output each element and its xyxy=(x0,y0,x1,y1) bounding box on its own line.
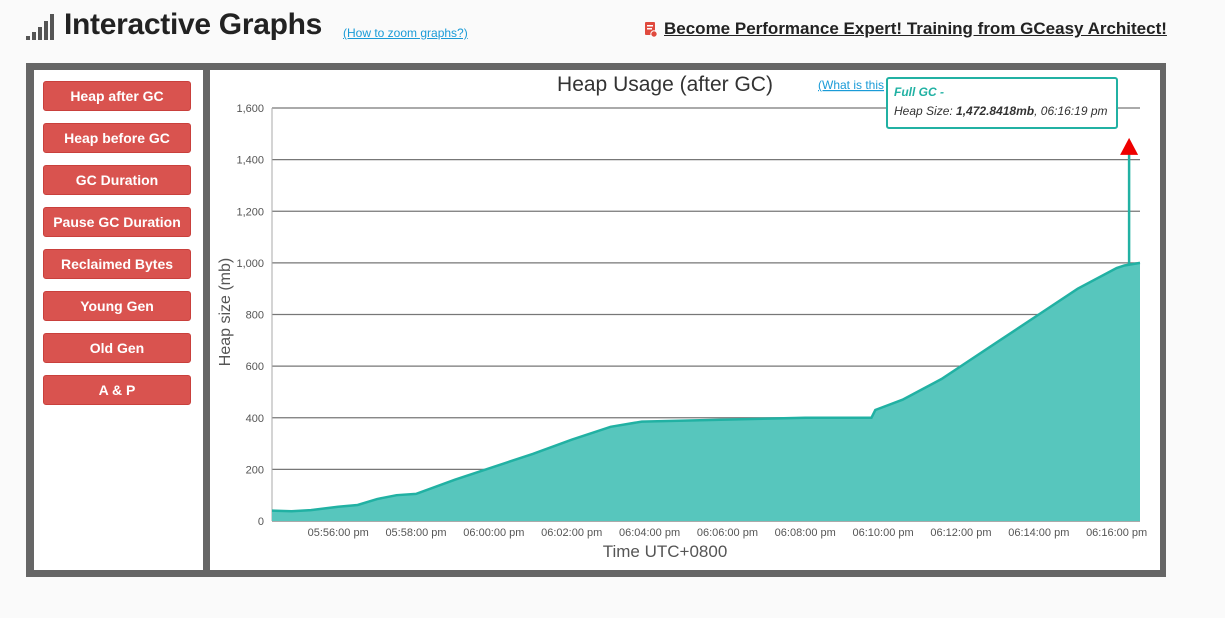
x-tick-label: 05:58:00 pm xyxy=(385,527,446,539)
old-gen-button[interactable]: Old Gen xyxy=(43,333,191,363)
x-axis-label: Time UTC+0800 xyxy=(603,542,728,561)
x-tick-label: 06:02:00 pm xyxy=(541,527,602,539)
young-gen-button[interactable]: Young Gen xyxy=(43,291,191,321)
y-tick-label: 0 xyxy=(258,516,264,528)
signal-bars-icon xyxy=(26,14,54,40)
x-tick-label: 06:14:00 pm xyxy=(1008,527,1069,539)
tooltip-value: 1,472.8418mb xyxy=(956,104,1035,118)
x-tick-label: 06:08:00 pm xyxy=(775,527,836,539)
y-tick-label: 1,600 xyxy=(236,103,264,115)
y-tick-label: 400 xyxy=(246,413,264,425)
reclaimed-bytes-button[interactable]: Reclaimed Bytes xyxy=(43,249,191,279)
y-axis: 0 200 400 600 800 1,000 1,200 1,400 1,600 xyxy=(236,103,264,528)
y-tick-label: 1,200 xyxy=(236,206,264,218)
heap-area xyxy=(272,262,1140,521)
training-promo-text: Become Performance Expert! Training from… xyxy=(664,19,1167,38)
x-tick-label: 06:10:00 pm xyxy=(853,527,914,539)
chart-tooltip: Full GC - Heap Size: 1,472.8418mb, 06:16… xyxy=(886,77,1118,129)
y-tick-label: 600 xyxy=(246,361,264,373)
y-axis-label: Heap size (mb) xyxy=(217,258,234,366)
heap-after-gc-button[interactable]: Heap after GC xyxy=(43,81,191,111)
heap-usage-chart[interactable]: Heap Usage (after GC) (What is this 0 200… xyxy=(210,70,1160,570)
chart-title: Heap Usage (after GC) xyxy=(557,73,773,96)
graph-selector-panel: Heap after GC Heap before GC GC Duration… xyxy=(34,70,203,570)
gc-duration-button[interactable]: GC Duration xyxy=(43,165,191,195)
chart-series xyxy=(271,137,1141,521)
tooltip-time: , 06:16:19 pm xyxy=(1034,104,1108,118)
y-tick-label: 200 xyxy=(246,464,264,476)
y-tick-label: 1,000 xyxy=(236,258,264,270)
x-tick-label: 06:16:00 pm xyxy=(1086,527,1147,539)
x-tick-label: 06:04:00 pm xyxy=(619,527,680,539)
x-tick-label: 05:56:00 pm xyxy=(308,527,369,539)
how-to-zoom-link[interactable]: (How to zoom graphs?) xyxy=(343,26,468,40)
x-tick-label: 06:00:00 pm xyxy=(463,527,524,539)
x-tick-label: 06:12:00 pm xyxy=(930,527,991,539)
y-tick-label: 1,400 xyxy=(236,155,264,167)
page-title: Interactive Graphs xyxy=(64,8,323,41)
a-and-p-button[interactable]: A & P xyxy=(43,375,191,405)
what-is-this-link[interactable]: (What is this xyxy=(818,78,884,92)
pause-gc-duration-button[interactable]: Pause GC Duration xyxy=(43,207,191,237)
x-axis: 05:56:00 pm 05:58:00 pm 06:00:00 pm 06:02:0… xyxy=(308,527,1148,539)
tooltip-title: Full GC - xyxy=(894,85,944,99)
chart-panel: Heap Usage (after GC) (What is this 0 200… xyxy=(210,70,1160,570)
full-gc-marker-icon[interactable] xyxy=(1120,137,1139,155)
tooltip-prefix: Heap Size: xyxy=(894,104,957,118)
y-tick-label: 800 xyxy=(246,310,264,322)
certificate-icon xyxy=(645,21,658,38)
heap-before-gc-button[interactable]: Heap before GC xyxy=(43,123,191,153)
heap-line xyxy=(271,261,1141,513)
training-promo-link[interactable]: Become Performance Expert! Training from… xyxy=(644,19,1167,39)
x-tick-label: 06:06:00 pm xyxy=(697,527,758,539)
